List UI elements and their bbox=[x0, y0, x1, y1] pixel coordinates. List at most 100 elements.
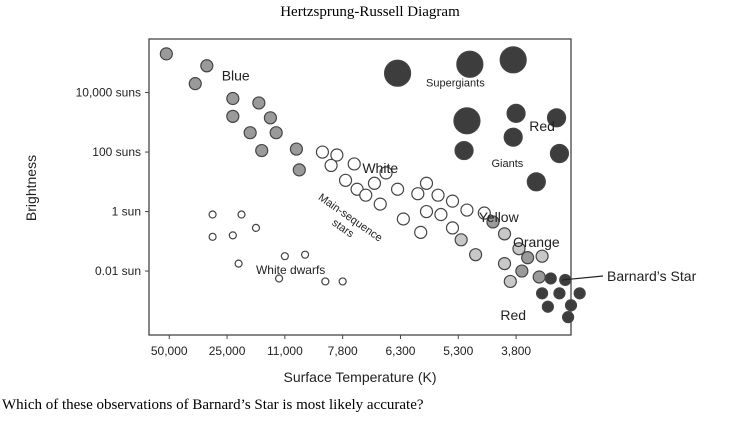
giants-star bbox=[503, 127, 523, 147]
main-sequence-white-star bbox=[396, 212, 410, 226]
red-dwarfs-star bbox=[553, 287, 566, 300]
y-tick-label: 1 sun bbox=[112, 205, 141, 219]
y-tick-label: 0.01 sun bbox=[95, 264, 141, 278]
orange-star bbox=[532, 270, 546, 284]
orange-star bbox=[486, 215, 500, 229]
supergiants-star bbox=[499, 46, 527, 74]
main-sequence-white-star bbox=[315, 145, 330, 159]
y-axis-label: Brightness bbox=[23, 155, 39, 221]
red-dwarfs-star bbox=[541, 300, 554, 313]
giants-star bbox=[549, 143, 570, 164]
y-tick-label: 100 suns bbox=[92, 145, 141, 159]
main-sequence-white-star bbox=[434, 207, 448, 222]
blue-star bbox=[255, 143, 269, 158]
region-label-orange: Orange bbox=[513, 234, 560, 250]
x-tick-label: 25,000 bbox=[209, 344, 246, 358]
orange-star bbox=[515, 264, 529, 278]
region-label-blue: Blue bbox=[222, 68, 250, 84]
blue-star bbox=[269, 126, 283, 140]
blue-star bbox=[226, 91, 240, 106]
main-sequence-white-star bbox=[419, 204, 434, 219]
white-dwarfs-star bbox=[237, 210, 246, 219]
chart-title: Hertzsprung-Russell Diagram bbox=[280, 4, 460, 20]
blue-star bbox=[292, 163, 306, 177]
main-sequence-white-star bbox=[347, 157, 361, 171]
main-sequence-white-star bbox=[431, 188, 445, 202]
main-sequence-white-star bbox=[330, 148, 344, 162]
yellow-star bbox=[512, 242, 526, 256]
barnards-star-callout-line bbox=[562, 275, 604, 281]
main-sequence-white-star bbox=[373, 197, 387, 211]
red-dwarfs-star bbox=[535, 287, 549, 300]
x-axis-label: Surface Temperature (K) bbox=[283, 369, 436, 385]
main-sequence-white-star bbox=[338, 173, 353, 187]
x-tick-label: 11,000 bbox=[267, 344, 303, 358]
blue-star bbox=[188, 77, 202, 91]
hr-diagram-chart: 50,000 25,000 11,000 7,800 6,300 5,300 3,800 10… bbox=[23, 38, 697, 385]
blue-star bbox=[243, 126, 257, 140]
giants-star bbox=[454, 140, 474, 161]
giants-star bbox=[506, 103, 526, 123]
x-tick-label: 3,800 bbox=[501, 344, 531, 358]
red-dwarfs-star bbox=[562, 311, 575, 324]
supergiants-star bbox=[453, 107, 481, 135]
region-label-giants: Giants bbox=[492, 158, 524, 170]
white-dwarfs-star bbox=[280, 252, 289, 261]
supergiants-star bbox=[383, 59, 412, 87]
red-dwarfs-star bbox=[544, 272, 557, 285]
x-tick-label: 6,300 bbox=[385, 344, 415, 358]
x-tick-label: 5,300 bbox=[443, 344, 473, 358]
white-dwarfs-star bbox=[321, 277, 330, 286]
blue-star bbox=[263, 111, 277, 125]
region-label-white: White bbox=[362, 160, 398, 176]
main-sequence-white-star bbox=[411, 187, 425, 201]
region-label-yellow: Yellow bbox=[479, 209, 520, 225]
white-dwarfs-star bbox=[338, 277, 347, 286]
main-sequence-white-star bbox=[445, 194, 460, 208]
main-sequence-white-star bbox=[445, 221, 460, 235]
supergiants-star bbox=[456, 50, 484, 78]
yellow-star bbox=[497, 227, 512, 241]
region-label-white-dwarfs: White dwarfs bbox=[256, 263, 325, 277]
white-dwarfs-star bbox=[251, 223, 261, 233]
region-label-supergiants: Supergiants bbox=[426, 78, 485, 90]
white-dwarfs-star bbox=[274, 274, 284, 283]
red-dwarfs-star bbox=[564, 299, 578, 312]
blue-star bbox=[226, 109, 240, 123]
white-dwarfs-star bbox=[228, 231, 237, 240]
main-sequence-white-star bbox=[414, 225, 428, 239]
yellow-star bbox=[535, 249, 549, 263]
giants-star bbox=[546, 108, 567, 128]
yellow-star bbox=[469, 248, 483, 262]
giants-star bbox=[526, 172, 546, 192]
white-dwarfs-star bbox=[208, 210, 217, 219]
blue-star bbox=[159, 47, 173, 61]
main-sequence-white-star bbox=[477, 206, 491, 220]
blue-star bbox=[252, 96, 266, 110]
blue-star bbox=[289, 142, 304, 156]
white-dwarfs-star bbox=[234, 259, 243, 268]
main-sequence-white-star bbox=[324, 158, 338, 173]
question-text: Which of these observations of Barnard’s… bbox=[2, 397, 424, 413]
region-label-red: Red bbox=[500, 307, 526, 323]
y-tick-label: 10,000 suns bbox=[76, 86, 141, 100]
x-tick-label: 7,800 bbox=[328, 344, 358, 358]
white-dwarfs-star bbox=[208, 232, 217, 241]
main-sequence-white-star bbox=[460, 203, 474, 217]
blue-star bbox=[200, 59, 214, 73]
x-tick-label: 50,000 bbox=[151, 344, 188, 358]
red-dwarfs-star bbox=[573, 287, 586, 300]
orange-star bbox=[521, 251, 535, 265]
main-sequence-white-star bbox=[379, 166, 393, 180]
barnards-star-callout-label: Barnard’s Star bbox=[607, 268, 697, 284]
star-markers bbox=[159, 46, 586, 324]
yellow-star bbox=[503, 274, 517, 289]
white-dwarfs-star bbox=[300, 250, 310, 259]
yellow-star bbox=[454, 233, 468, 247]
yellow-star bbox=[497, 257, 512, 271]
axis-ticks: 50,000 25,000 11,000 7,800 6,300 5,300 3,800 10… bbox=[76, 86, 532, 358]
main-sequence-white-star bbox=[359, 188, 373, 202]
main-sequence-white-star bbox=[367, 176, 382, 190]
region-label-red: Red bbox=[529, 118, 555, 134]
main-sequence-white-star bbox=[419, 176, 434, 190]
